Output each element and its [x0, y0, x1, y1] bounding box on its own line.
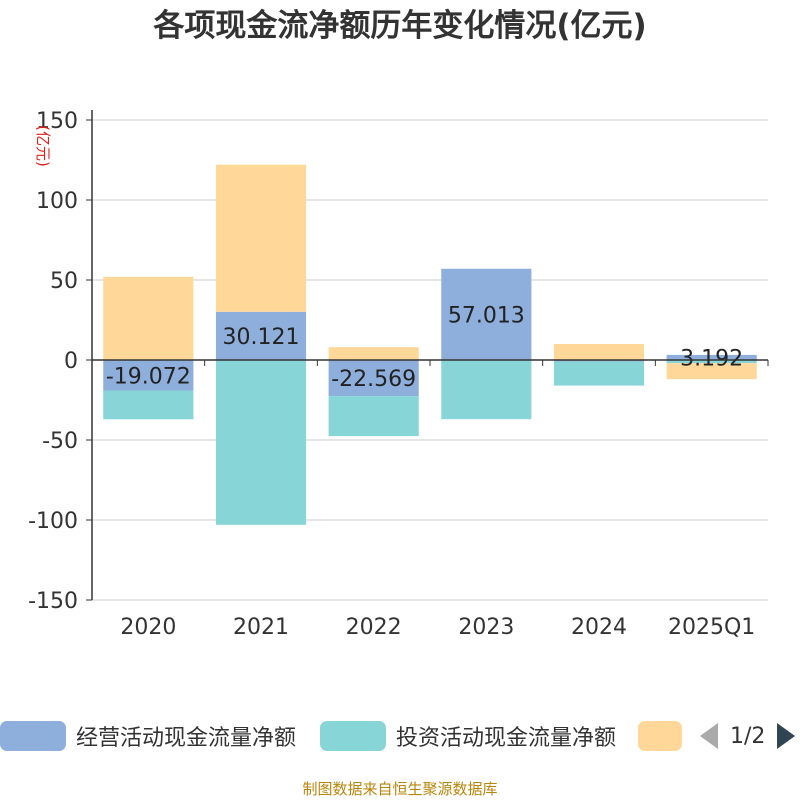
y-tick-label: 50: [50, 269, 78, 294]
legend-next-icon[interactable]: [777, 723, 796, 749]
bar-operating-2025Q1: [666, 354, 757, 360]
y-tick-label: -150: [28, 589, 78, 614]
data-label: 3.192: [680, 346, 743, 371]
bar-investing-2021: [215, 360, 307, 525]
chart-title: 各项现金流净额历年变化情况(亿元): [153, 8, 647, 44]
legend-item-investing[interactable]: 投资活动现金流量净额: [320, 716, 616, 756]
legend-swatch-investing: [320, 721, 386, 751]
x-tick-label: 2024: [571, 615, 627, 640]
y-axis-title: (亿元): [34, 125, 52, 167]
data-label: -22.569: [331, 367, 416, 392]
bar-investing-2024: [553, 361, 645, 386]
bar-investing-2020: [103, 390, 194, 420]
x-tick-label: 2022: [346, 615, 402, 640]
legend-page-indicator: 1/2: [730, 723, 766, 749]
legend: 经营活动现金流量净额 投资活动现金流量净额 1/2: [0, 716, 800, 756]
bar-third-2020: [103, 276, 194, 360]
bar-operating-2023: [441, 268, 532, 360]
y-tick-label: 0: [64, 349, 78, 374]
legend-label-investing: 投资活动现金流量净额: [396, 726, 617, 751]
legend-item-third[interactable]: [638, 716, 692, 756]
bar-third-2025Q1: [666, 363, 757, 380]
y-tick-label: -100: [28, 509, 78, 534]
x-tick-label: 2025Q1: [668, 615, 755, 640]
bar-operating-2022: [328, 360, 419, 397]
y-tick-label: 100: [36, 189, 78, 214]
legend-label-operating: 经营活动现金流量净额: [76, 726, 297, 751]
bar-operating-2020: [103, 360, 194, 391]
bar-investing-2022: [328, 396, 419, 437]
bar-third-2021: [215, 164, 307, 312]
legend-pager: 1/2: [700, 716, 796, 756]
bar-operating-2024: [553, 360, 645, 362]
y-tick-label: 150: [36, 109, 78, 134]
source-footer: 制图数据来自恒生聚源数据库: [302, 780, 498, 798]
bar-third-2022: [328, 347, 419, 360]
x-tick-label: 2020: [120, 615, 176, 640]
bar-investing-2023: [441, 360, 532, 420]
legend-swatch-third: [638, 721, 682, 751]
data-label: 30.121: [223, 325, 300, 350]
cash-flow-chart: 150 100 50 0 -50 -100 -150 (亿元) -19.072 30.121 -22…: [28, 109, 769, 640]
data-label: -19.072: [106, 364, 191, 389]
bar-investing-2025Q1: [666, 360, 757, 364]
legend-item-operating[interactable]: 经营活动现金流量净额: [0, 716, 296, 756]
bar-third-2024: [553, 344, 645, 360]
x-tick-label: 2023: [458, 615, 514, 640]
legend-prev-icon[interactable]: [700, 723, 718, 749]
bar-operating-2021: [215, 311, 307, 360]
x-tick-label: 2021: [233, 615, 289, 640]
y-tick-label: -50: [42, 429, 78, 454]
legend-swatch-operating: [0, 721, 66, 751]
data-label: 57.013: [448, 303, 525, 328]
